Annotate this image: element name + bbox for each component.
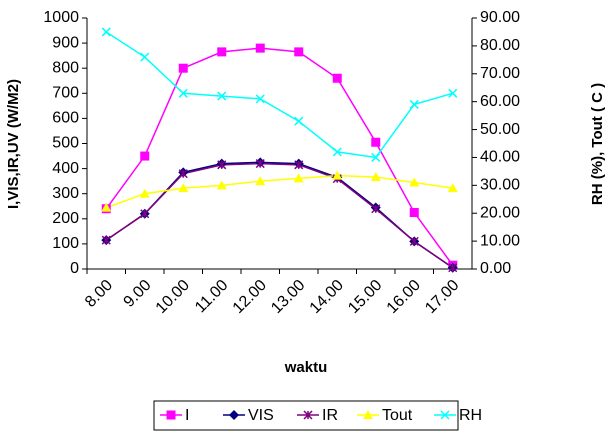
- point: [293, 173, 304, 183]
- point: [101, 235, 111, 245]
- point: [101, 202, 112, 212]
- point: [440, 410, 450, 420]
- point: [332, 147, 342, 157]
- x-tick-label: 16.00: [384, 277, 424, 317]
- point: [217, 47, 227, 57]
- point: [409, 208, 419, 218]
- point: [140, 52, 150, 62]
- point: [217, 91, 227, 101]
- legend-label: VIS: [248, 407, 274, 424]
- y-tick-label: 600: [52, 110, 79, 127]
- y-tick-label: 200: [52, 210, 79, 227]
- point: [178, 183, 189, 193]
- x-tick-label: 11.00: [192, 277, 232, 317]
- series-line: [105, 174, 453, 209]
- series-line: [105, 162, 454, 269]
- point: [294, 160, 304, 170]
- y-tick-label: 500: [52, 135, 79, 152]
- series-line: [105, 161, 454, 269]
- y2-tick-label: 50.00: [480, 121, 520, 138]
- y-tick-label: 100: [52, 235, 79, 252]
- point: [371, 152, 381, 162]
- y-tick-label: 900: [52, 34, 79, 51]
- x-tick-label: 10.00: [153, 277, 193, 317]
- point: [255, 176, 266, 186]
- point: [178, 63, 188, 73]
- y2-tick-label: 80.00: [480, 37, 520, 54]
- legend-label: I: [185, 407, 189, 424]
- y-tick-label: 400: [52, 160, 79, 177]
- x-tick-label: 14.00: [307, 277, 347, 317]
- point: [371, 137, 381, 147]
- y2-axis-title: RH (%), Tout ( C ): [589, 83, 606, 205]
- y-axis-title: I,VIS,IR,UV (W/M2): [5, 79, 22, 209]
- point: [447, 183, 458, 193]
- legend-label: Tout: [382, 407, 413, 424]
- series-line: [105, 31, 453, 159]
- point: [139, 188, 150, 198]
- point: [255, 159, 265, 169]
- point: [332, 73, 342, 83]
- y-tick-label: 700: [52, 85, 79, 102]
- y2-tick-label: 10.00: [480, 232, 520, 249]
- x-tick-label: 17.00: [422, 277, 462, 317]
- y2-tick-label: 30.00: [480, 177, 520, 194]
- y2-tick-label: 0.00: [480, 260, 511, 277]
- point: [363, 410, 373, 419]
- point: [303, 410, 313, 420]
- x-tick-label: 13.00: [268, 277, 308, 317]
- y-tick-label: 800: [52, 59, 79, 76]
- point: [294, 47, 304, 57]
- x-tick-label: 9.00: [121, 277, 155, 311]
- x-tick-label: 8.00: [82, 277, 116, 311]
- point: [178, 169, 188, 179]
- point: [448, 88, 458, 98]
- point: [448, 263, 458, 273]
- point: [371, 204, 381, 214]
- point: [255, 43, 265, 53]
- y2-tick-label: 70.00: [480, 65, 520, 82]
- point: [294, 116, 304, 126]
- y2-tick-label: 90.00: [480, 9, 520, 26]
- series-line: [105, 47, 454, 266]
- legend-box: [153, 400, 459, 431]
- point: [140, 209, 150, 219]
- x-tick-label: 12.00: [230, 277, 270, 317]
- point: [229, 410, 239, 420]
- point: [370, 171, 381, 181]
- point: [409, 236, 419, 246]
- point: [409, 99, 419, 109]
- y2-tick-label: 20.00: [480, 204, 520, 221]
- point: [166, 410, 176, 420]
- point: [255, 94, 265, 104]
- x-axis-title: waktu: [284, 359, 328, 376]
- point: [178, 88, 188, 98]
- point: [216, 180, 227, 190]
- y-tick-label: 0: [70, 260, 79, 277]
- legend-label: RH: [459, 407, 482, 424]
- y-tick-label: 300: [52, 185, 79, 202]
- point: [332, 170, 343, 180]
- point: [217, 160, 227, 170]
- y-tick-label: 1000: [43, 9, 79, 26]
- point: [409, 177, 420, 187]
- point: [101, 27, 111, 37]
- y2-tick-label: 40.00: [480, 149, 520, 166]
- legend-label: IR: [322, 407, 338, 424]
- y2-tick-label: 60.00: [480, 93, 520, 110]
- x-tick-label: 15.00: [345, 277, 385, 317]
- point: [140, 151, 150, 161]
